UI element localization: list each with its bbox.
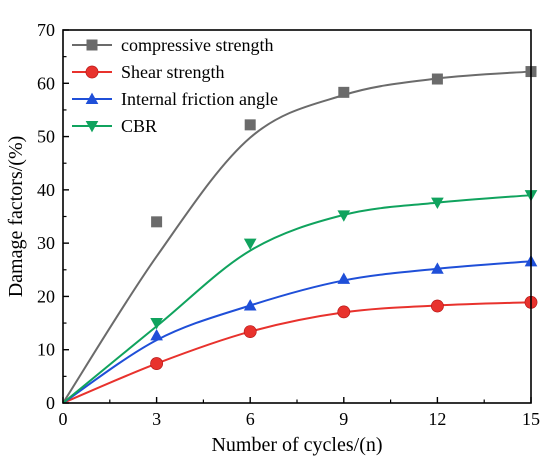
series-markers xyxy=(150,66,538,370)
y-axis-title: Damage factors/(%) xyxy=(5,136,27,298)
data-point-series-2 xyxy=(430,299,444,313)
x-tick-label: 15 xyxy=(522,409,540,429)
y-tick-label: 40 xyxy=(37,180,55,200)
x-tick-label: 9 xyxy=(339,409,348,429)
y-tick-label: 30 xyxy=(37,233,55,253)
legend-marker-4 xyxy=(85,120,99,133)
data-point-series-2 xyxy=(337,305,351,319)
data-point-series-4 xyxy=(150,318,163,330)
x-tick-label: 0 xyxy=(59,409,68,429)
data-point-series-2 xyxy=(243,325,257,338)
y-tick-label: 60 xyxy=(37,73,55,93)
x-tick-label: 12 xyxy=(428,409,446,429)
data-point-series-3 xyxy=(243,299,257,311)
y-tick-label: 70 xyxy=(37,20,55,40)
data-point-series-1 xyxy=(244,119,256,131)
series-line-2 xyxy=(62,301,532,404)
legend-label-1: compressive strength xyxy=(121,35,273,55)
data-point-series-4 xyxy=(243,238,257,251)
legend-label-4: CBR xyxy=(121,116,157,136)
legend-marker-3 xyxy=(85,92,99,105)
data-point-series-3 xyxy=(337,272,351,284)
x-tick-label: 3 xyxy=(152,409,161,429)
series-line-4 xyxy=(62,194,532,404)
legend-marker-2 xyxy=(85,65,99,79)
x-axis-title: Number of cycles/(n) xyxy=(211,434,382,456)
legend-label-2: Shear strength xyxy=(121,62,224,82)
data-point-series-1 xyxy=(431,73,443,85)
y-tick-label: 10 xyxy=(37,340,55,360)
data-point-series-4 xyxy=(337,210,351,222)
series-line-3 xyxy=(62,260,532,404)
data-point-series-1 xyxy=(151,216,163,228)
y-tick-label: 50 xyxy=(37,127,55,147)
data-point-series-3 xyxy=(150,329,163,341)
data-point-series-3 xyxy=(431,262,444,274)
legend-label-3: Internal friction angle xyxy=(121,89,278,109)
legend-marker-1 xyxy=(86,39,98,51)
data-point-series-2 xyxy=(150,357,163,370)
y-tick-label: 20 xyxy=(37,286,55,306)
data-point-series-4 xyxy=(431,197,444,209)
x-tick-label: 6 xyxy=(246,409,255,429)
plot-frame xyxy=(62,29,532,404)
y-tick-label: 0 xyxy=(46,393,55,413)
legend: compressive strength Shear strength Intern… xyxy=(72,35,278,136)
data-point-series-1 xyxy=(338,86,350,98)
